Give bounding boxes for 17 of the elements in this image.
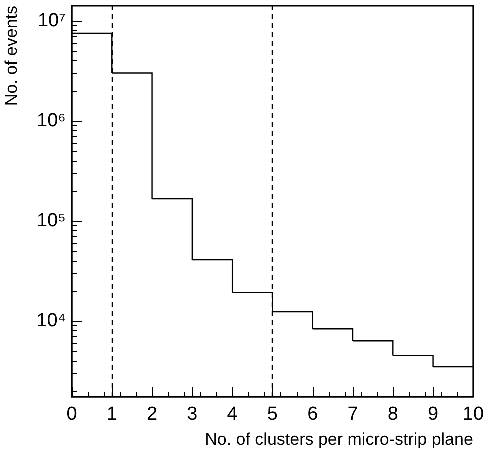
x-tick-label: 8 [388,404,398,425]
x-tick-label: 7 [348,404,358,425]
x-axis-title: No. of clusters per micro-strip plane [205,430,474,449]
y-tick-label: 10⁴ [36,310,66,332]
x-tick-label: 9 [428,404,439,425]
x-tick-label: 6 [308,404,318,425]
y-axis-title: No. of events [2,6,21,106]
x-tick-label: 5 [267,404,278,425]
y-tick-label: 10⁶ [37,110,66,132]
x-tick-label: 10 [462,404,484,425]
x-tick-label: 0 [66,404,78,425]
x-tick-label: 3 [187,404,198,425]
x-tick-label: 4 [227,404,238,425]
y-tick-label: 10⁷ [38,10,66,32]
x-tick-label: 2 [147,404,158,425]
y-tick-label: 10⁵ [36,210,66,232]
x-tick-label: 1 [106,404,118,425]
